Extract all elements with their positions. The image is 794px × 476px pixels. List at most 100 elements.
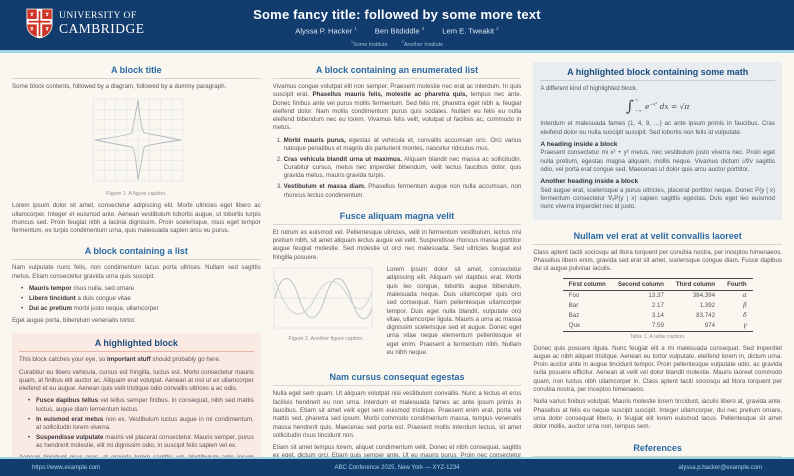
poster-body: A block title Some block contents, follo… bbox=[0, 53, 794, 457]
table-row: Qux 7.59 974 γ bbox=[562, 320, 753, 332]
table-cell: 83,742 bbox=[696, 312, 716, 320]
paragraph: Vivamus congue volutpat elit non semper.… bbox=[272, 83, 522, 132]
table-header-cell: Third column bbox=[669, 277, 722, 291]
cambridge-shield-icon bbox=[26, 8, 53, 39]
table-header-cell: Second column bbox=[611, 277, 670, 291]
author: Alyssa P. Hacker 1 bbox=[295, 26, 357, 36]
paragraph: Et rutrum ex euismod vel. Pellentesque u… bbox=[272, 228, 522, 261]
table-cell: δ bbox=[742, 312, 747, 320]
figure-2-caption: Figure 2. Another figure caption. bbox=[288, 336, 364, 343]
sine-figure-svg bbox=[273, 267, 373, 329]
block-heading: Nullam vel erat at velit convallis laore… bbox=[533, 228, 783, 245]
block-heading: A block title bbox=[12, 62, 261, 79]
list-item: Fusce dapibus tellus vel tellus semper f… bbox=[28, 397, 254, 414]
integral-sign: ∫ bbox=[625, 96, 634, 115]
footer-conference-label: ABC Conference 2025, New York — XYZ-1234 bbox=[334, 464, 460, 471]
paragraph: Nulla eget sem quam. Ut aliquam volutpat… bbox=[272, 390, 522, 439]
table-cell: 3.14 bbox=[651, 312, 664, 320]
paragraph: Nam vulputate nunc felis, non condimentu… bbox=[12, 264, 261, 280]
paragraph: Etiam sit amet tempus lorem, aliquet con… bbox=[272, 444, 522, 457]
block-title-block: A block title Some block contents, follo… bbox=[12, 62, 261, 235]
paragraph: Curabitur eu libero vehicula, cursus est… bbox=[19, 368, 254, 393]
poster-title: Some fancy title: followed by some more … bbox=[253, 7, 541, 22]
figure-text-block: Fusce aliquam magna velit Et rutrum ex e… bbox=[272, 208, 522, 361]
paragraph: Some block contents, followed by a diagr… bbox=[12, 83, 227, 90]
table-cell: 7.59 bbox=[611, 320, 670, 332]
block-subheading: A heading inside a block bbox=[540, 140, 618, 148]
highlighted-block: A highlighted block This block catches y… bbox=[12, 333, 261, 457]
enumerated-list-block: A block containing an enumerated list Vi… bbox=[272, 62, 522, 200]
figure-1-caption: Figure 1. A figure caption. bbox=[106, 191, 167, 198]
data-table: First column Second column Third column … bbox=[562, 277, 753, 332]
paragraph: Lorem ipsum dolor sit amet, consectetur … bbox=[386, 266, 522, 357]
paragraph: Lorem ipsum dolor sit amet, consectetur … bbox=[12, 202, 261, 235]
list-item: Vestibulum et massa diam. Phasellus ferm… bbox=[284, 183, 522, 200]
column-right: A highlighted block containing some math… bbox=[533, 62, 783, 457]
references-block: References [1] Claude E. Shannon. A math… bbox=[533, 440, 783, 457]
bullet-list: Mauris tempor risus nulla, sed ornare Li… bbox=[12, 285, 261, 313]
numbered-list: Morbi mauris purus, egestas at vehicula … bbox=[273, 137, 522, 200]
formula-expression: e−x² dx = √π bbox=[644, 101, 690, 111]
list-item: Mauris tempor risus nulla, sed ornare bbox=[21, 285, 261, 294]
figure-1: Figure 1. A figure caption. bbox=[12, 95, 261, 197]
block-heading: A block containing a list bbox=[12, 243, 261, 261]
paragraph: A different kind of highlighted block. bbox=[540, 85, 638, 92]
wrapped-text: Lorem ipsum dolor sit amet, consectetur … bbox=[387, 266, 522, 361]
figure-text-row: Figure 2. Another figure caption. Lorem … bbox=[273, 266, 522, 361]
block-heading: Fusce aliquam magna velit bbox=[272, 208, 522, 225]
list-item: Libero tincidunt a duis congue vitae bbox=[21, 295, 261, 304]
math-formula: ∫ ∞ −∞ e−x² dx = √π bbox=[540, 98, 775, 114]
institute: 2Another Institute bbox=[401, 38, 444, 48]
author: Ben Bitdiddle 2 bbox=[374, 26, 425, 36]
star-figure-svg bbox=[93, 99, 184, 182]
paragraph: Class aptent taciti sociosqu ad litora t… bbox=[533, 248, 783, 273]
footer-email-link[interactable]: alyssa.p.hacker@example.com bbox=[678, 464, 762, 471]
institute: 1Some Institute bbox=[350, 38, 388, 48]
figure-2: Figure 2. Another figure caption. bbox=[273, 266, 380, 347]
list-item: In euismod erat metus non ex. Vestibulum… bbox=[28, 416, 254, 433]
list-item: Dui ac pretium morbi justo neque, ullamc… bbox=[21, 305, 261, 314]
table-cell: Bar bbox=[568, 302, 579, 310]
paragraph: Aenean tincidunt risus eros, at gravida … bbox=[19, 454, 254, 457]
logo-line2: CAMBRIDGE bbox=[59, 21, 145, 36]
list-item: Suspendisse vulputate mauris vel placera… bbox=[28, 434, 254, 451]
table-cell: Baz bbox=[568, 312, 580, 320]
table-cell: 2.17 bbox=[651, 302, 664, 310]
table-row: Foo 13.37 384,394 α bbox=[563, 290, 753, 301]
table-block: Nullam vel erat at velit convallis laore… bbox=[533, 228, 783, 432]
header-accent-line bbox=[0, 50, 794, 53]
integral-limits: ∞ −∞ bbox=[634, 98, 642, 115]
table-cell: 13.37 bbox=[648, 292, 664, 300]
block-heading: A highlighted block bbox=[19, 335, 254, 353]
header-center: Some fancy title: followed by some more … bbox=[0, 0, 794, 47]
list-item: Morbi mauris purus, egestas at vehicula … bbox=[284, 137, 522, 154]
table-header-row: First column Second column Third column … bbox=[562, 277, 753, 291]
math-highlighted-block: A highlighted block containing some math… bbox=[533, 62, 783, 220]
table-row: Baz 3.14 83,742 δ bbox=[563, 311, 753, 321]
block-subheading: Another heading inside a block bbox=[540, 178, 639, 186]
paragraph: Donec quis posuere ligula. Nunc feugiat … bbox=[533, 344, 783, 394]
block-heading: References bbox=[533, 440, 783, 457]
footer-url-link[interactable]: https://www.example.com bbox=[32, 464, 101, 471]
paragraph: Eget augue porta, bibendum venenatis tor… bbox=[12, 316, 136, 324]
table-cell: γ bbox=[721, 320, 753, 332]
paragraph: This block catches your eye, so importan… bbox=[19, 356, 221, 364]
paragraph: Praesent consectetur mi x² + y² metus, n… bbox=[540, 149, 776, 173]
poster-header: UNIVERSITY OF CAMBRIDGE Some fancy title… bbox=[0, 0, 794, 50]
table-cell: 1,392 bbox=[699, 302, 716, 310]
table-header-cell: First column bbox=[562, 277, 612, 291]
block-heading: A highlighted block containing some math bbox=[540, 64, 776, 81]
table-caption: Table 1. A table caption. bbox=[629, 333, 686, 340]
bullet-list: Fusce dapibus tellus vel tellus semper f… bbox=[19, 397, 254, 450]
logo-line1: UNIVERSITY OF bbox=[59, 10, 137, 21]
table-header-cell: Fourth bbox=[721, 277, 753, 291]
institute-list: 1Some Institute 2Another Institute bbox=[0, 39, 794, 48]
block-heading: A block containing an enumerated list bbox=[272, 62, 522, 79]
paragraph: Nulla varius finibus volutpat. Mauris mo… bbox=[533, 398, 783, 431]
author: Lem E. Tweakit 2 bbox=[442, 26, 499, 36]
paragraph: Sed augue erat, scelerisque a purus ultr… bbox=[540, 186, 776, 211]
column-left: A block title Some block contents, follo… bbox=[12, 62, 261, 457]
block-heading: Nam cursus consequat egestas bbox=[272, 369, 522, 387]
poster-footer: https://www.example.com ABC Conference 2… bbox=[0, 457, 794, 476]
nested-list-block: Nam cursus consequat egestas Nulla eget … bbox=[272, 369, 522, 457]
